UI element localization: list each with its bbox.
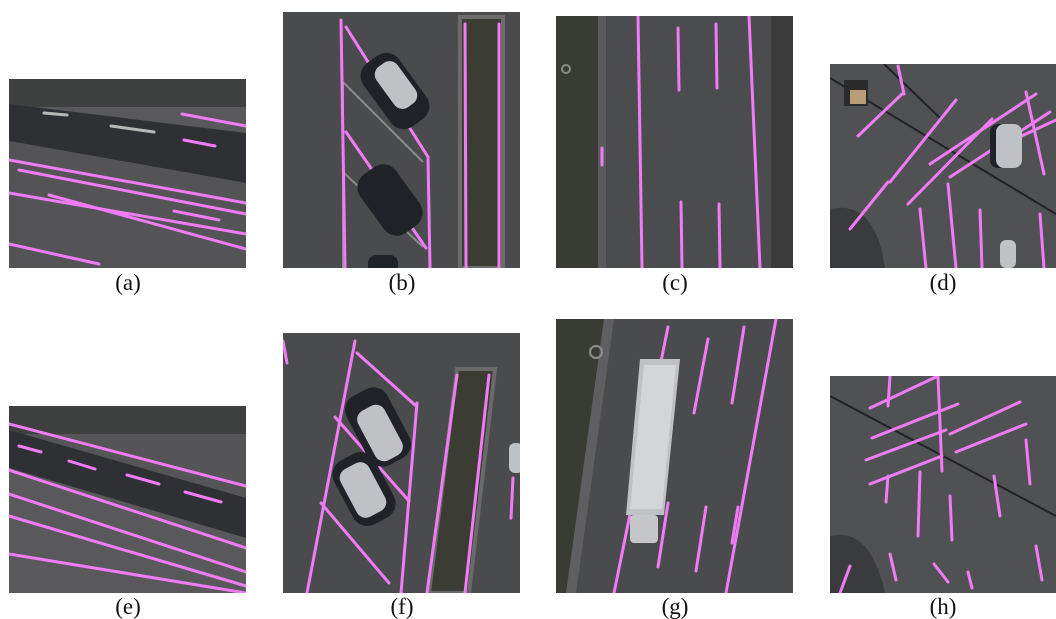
- panel-c-graphic: [556, 16, 793, 268]
- panel-e-graphic: [9, 406, 246, 593]
- caption-g: (g): [661, 594, 689, 619]
- caption-d: (d): [929, 270, 957, 295]
- caption-a: (a): [115, 270, 141, 295]
- caption-f: (f): [390, 594, 414, 619]
- panel-d-graphic: [830, 64, 1056, 268]
- panel-g-aerial-image: [556, 319, 793, 593]
- car-dark-b1: [360, 52, 430, 130]
- panel-c-aerial-image: [556, 16, 793, 268]
- panel-d-aerial-image: [830, 64, 1056, 268]
- caption-h: (h): [929, 594, 957, 619]
- caption-b: (b): [388, 270, 416, 295]
- panel-h-aerial-image: [830, 376, 1056, 593]
- panel-f-aerial-image: [283, 333, 520, 593]
- car-dark-b2: [357, 164, 423, 236]
- panel-a-graphic: [9, 79, 246, 268]
- panel-g-graphic: [556, 319, 793, 593]
- caption-c: (c): [662, 270, 688, 295]
- panel-h-graphic: [830, 376, 1056, 593]
- caption-e: (e): [115, 594, 141, 619]
- panel-b-aerial-image: [283, 12, 520, 268]
- panel-e-aerial-image: [9, 406, 246, 593]
- panel-b-graphic: [283, 12, 520, 268]
- panel-a-aerial-image: [9, 79, 246, 268]
- panel-f-graphic: [283, 333, 520, 593]
